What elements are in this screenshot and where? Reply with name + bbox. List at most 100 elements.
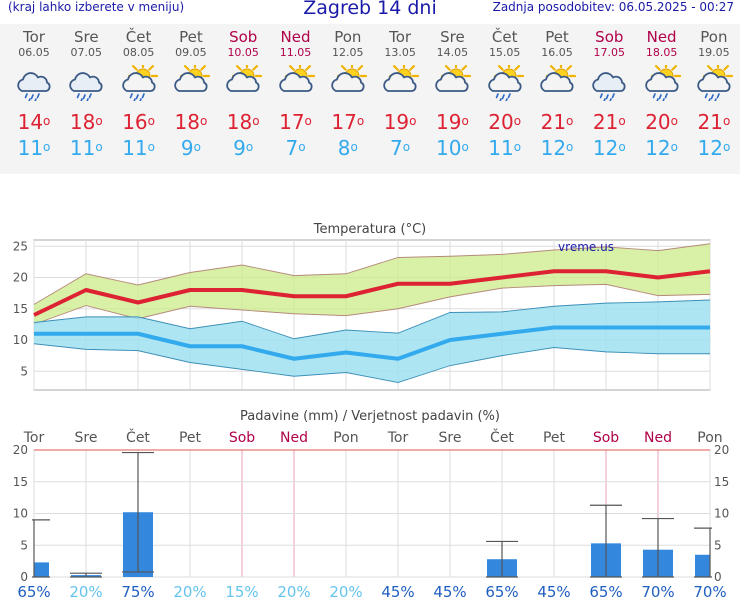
precipitation-day-label: Ned — [280, 430, 308, 446]
weather-icon-cell — [688, 60, 740, 105]
temp-min: 10o — [435, 136, 469, 160]
temperature-chart: Temperatura (°C) 5 10 15 20 25 vreme.us — [13, 222, 711, 391]
temp-max: 21o — [540, 110, 574, 134]
temp-max: 20o — [645, 110, 678, 134]
precipitation-probability: 20% — [277, 583, 310, 600]
temp-max: 17o — [279, 110, 312, 134]
precipitation-day-label: Čet — [126, 428, 150, 446]
day-name: Čet — [125, 28, 152, 46]
temperature-line-min — [34, 325, 710, 361]
precipitation-y-tick-right: 0 — [714, 570, 722, 584]
temp-max: 17o — [331, 110, 365, 134]
temp-min: 12o — [592, 136, 626, 160]
precipitation-y-tick-left: 5 — [20, 538, 28, 552]
day-column: Tor 13.05 19o 7o — [374, 28, 426, 161]
temperature-y-tick: 25 — [13, 239, 28, 253]
weather-icon-cell — [531, 60, 583, 105]
precipitation-day-label: Pet — [179, 430, 202, 446]
weather-icon-cell — [270, 60, 322, 105]
temp-max: 19o — [435, 110, 469, 134]
temp-max: 18o — [69, 110, 103, 134]
temp-min: 12o — [697, 136, 731, 160]
day-name: Pon — [334, 28, 362, 46]
precipitation-y-tick-right: 5 — [714, 538, 722, 552]
day-name: Ned — [280, 28, 311, 46]
precipitation-y-tick-left: 10 — [13, 507, 28, 521]
temperature-band-min — [34, 300, 710, 383]
day-column: Ned 18.05 20o 12o — [636, 28, 688, 161]
day-date: 07.05 — [70, 46, 103, 59]
day-name: Tor — [23, 28, 45, 46]
weather-icon-cell — [322, 60, 374, 105]
temperature-y-tick: 5 — [20, 364, 28, 378]
precipitation-day-label: Tor — [387, 430, 409, 446]
precipitation-chart-title: Padavine (mm) / Verjetnost padavin (%) — [240, 409, 500, 424]
day-column: Sob 10.05 18o 9o — [217, 28, 269, 161]
day-column: Pet 09.05 18o 9o — [165, 28, 217, 161]
precipitation-y-tick-left: 15 — [13, 475, 28, 489]
precipitation-y-tick-left: 20 — [13, 443, 28, 457]
precipitation-probability: 70% — [641, 583, 674, 600]
precipitation-probability: 20% — [173, 583, 206, 600]
sun-cloud-icon — [540, 60, 577, 92]
temp-min: 9o — [233, 136, 254, 160]
temperature-band-upper-max — [33, 243, 711, 305]
precipitation-day-label: Ned — [644, 430, 672, 446]
weather-icon-cell — [165, 60, 217, 105]
day-date: 08.05 — [122, 46, 155, 59]
sun-cloud-icon — [331, 60, 367, 92]
precipitation-probability: 45% — [381, 583, 414, 600]
day-name: Sre — [74, 28, 99, 46]
weather-icon-cell — [217, 60, 269, 105]
precipitation-y-tick-left: 0 — [20, 570, 28, 584]
weather-icon-cell — [636, 60, 688, 105]
weather-icon-cell — [583, 65, 635, 105]
day-name: Sre — [440, 28, 465, 46]
day-column: Čet 15.05 20o 11o — [479, 28, 531, 161]
temperature-y-tick: 10 — [13, 333, 28, 347]
precipitation-probability: 70% — [693, 583, 726, 600]
precipitation-day-label: Čet — [490, 428, 514, 446]
weather-icon-cell — [113, 60, 165, 105]
temp-min: 7o — [285, 136, 306, 160]
last-update: Zadnja posodobitev: 06.05.2025 - 00:27 — [492, 0, 734, 14]
sun-cloud-icon — [278, 60, 315, 92]
precipitation-day-label: Tor — [23, 430, 45, 446]
weather-icon-cell — [479, 60, 531, 105]
precipitation-probability: 20% — [69, 583, 102, 600]
temp-min: 11o — [488, 136, 522, 160]
temp-max: 19o — [383, 110, 417, 134]
day-name: Sob — [595, 28, 624, 46]
temp-min: 11o — [69, 136, 103, 160]
rain-cloud-icon — [592, 72, 626, 104]
temp-max: 20o — [488, 110, 522, 134]
temperature-band-max — [34, 243, 710, 325]
precipitation-day-label: Sob — [593, 430, 619, 446]
sun-rain-icon — [644, 60, 681, 104]
temp-min: 12o — [540, 136, 574, 160]
precipitation-bar — [695, 554, 710, 577]
temp-max: 18o — [174, 110, 208, 134]
day-date: 09.05 — [175, 46, 207, 59]
day-column: Sob 17.05 21o 12o — [583, 28, 635, 161]
precipitation-probability: 65% — [17, 583, 50, 600]
precipitation-day-label: Pon — [333, 430, 358, 446]
temp-min: 8o — [337, 136, 358, 160]
rain-cloud-icon — [17, 72, 51, 104]
forecast-strip — [0, 24, 740, 174]
precipitation-probability: 65% — [485, 583, 518, 600]
temperature-band-lower-min — [33, 343, 710, 383]
day-date: 12.05 — [332, 46, 364, 59]
header-location-hint[interactable]: (kraj lahko izberete v meniju) — [8, 0, 185, 14]
day-date: 19.05 — [698, 46, 730, 59]
day-column: Tor 06.05 14o 11o — [8, 28, 60, 161]
sun-cloud-icon — [174, 60, 210, 92]
precipitation-day-label: Pet — [543, 430, 566, 446]
temp-min: 7o — [390, 136, 411, 160]
precipitation-day-label: Sre — [75, 430, 98, 446]
day-date: 17.05 — [593, 46, 626, 59]
precipitation-chart: Padavine (mm) / Verjetnost padavin (%) To… — [13, 409, 730, 600]
temp-max: 14o — [17, 110, 51, 134]
temp-min: 11o — [122, 136, 155, 160]
day-date: 11.05 — [279, 46, 312, 59]
